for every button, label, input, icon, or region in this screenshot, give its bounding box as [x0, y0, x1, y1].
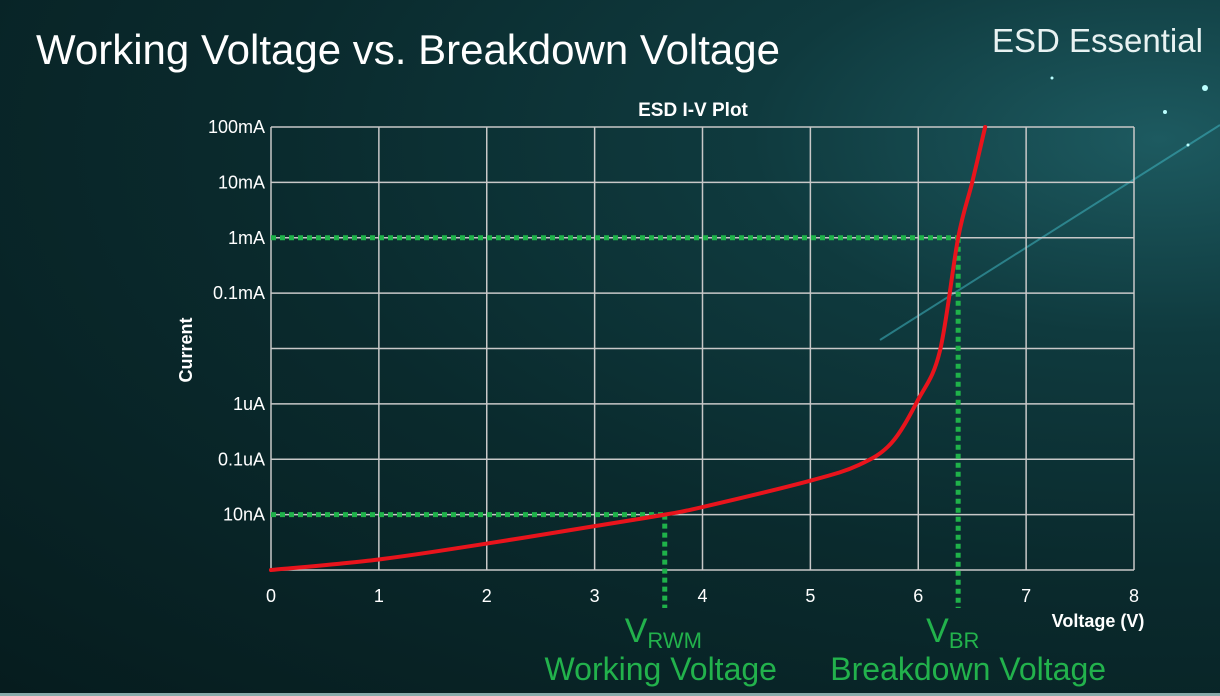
x-tick-label: 3	[590, 586, 600, 606]
symbol-subscript: RWM	[647, 628, 702, 653]
x-tick-label: 2	[482, 586, 492, 606]
y-axis-label: Current	[176, 317, 196, 382]
y-tick-label: 100mA	[208, 117, 265, 137]
reference-symbol: VBR	[926, 612, 979, 653]
x-tick-label: 7	[1021, 586, 1031, 606]
decorative-light-streak	[879, 76, 1220, 341]
x-tick-label: 6	[913, 586, 923, 606]
chart-title: ESD I-V Plot	[638, 100, 748, 121]
x-tick-label: 8	[1129, 586, 1139, 606]
reference-description: Breakdown Voltage	[830, 651, 1106, 687]
bottom-border	[0, 693, 1220, 696]
y-tick-label: 1mA	[228, 228, 265, 248]
iv-curve	[269, 125, 988, 572]
y-tick-label: 0.1mA	[213, 283, 265, 303]
slide-title: Working Voltage vs. Breakdown Voltage	[36, 26, 781, 73]
symbol-letter: V	[926, 612, 949, 650]
x-axis-label: Voltage (V)	[1052, 611, 1145, 631]
reference-description: Working Voltage	[545, 651, 777, 687]
reference-symbol: VRWM	[625, 612, 702, 653]
symbol-subscript: BR	[949, 628, 980, 653]
y-tick-label: 10nA	[223, 505, 265, 525]
y-tick-label: 0.1uA	[218, 449, 265, 469]
y-tick-label: 10mA	[218, 172, 265, 192]
x-tick-label: 5	[805, 586, 815, 606]
brand-text: ESD Essential	[992, 22, 1203, 59]
x-tick-label: 4	[697, 586, 707, 606]
symbol-letter: V	[625, 612, 648, 650]
x-tick-label: 0	[266, 586, 276, 606]
x-tick-label: 1	[374, 586, 384, 606]
y-tick-label: 1uA	[233, 394, 265, 414]
